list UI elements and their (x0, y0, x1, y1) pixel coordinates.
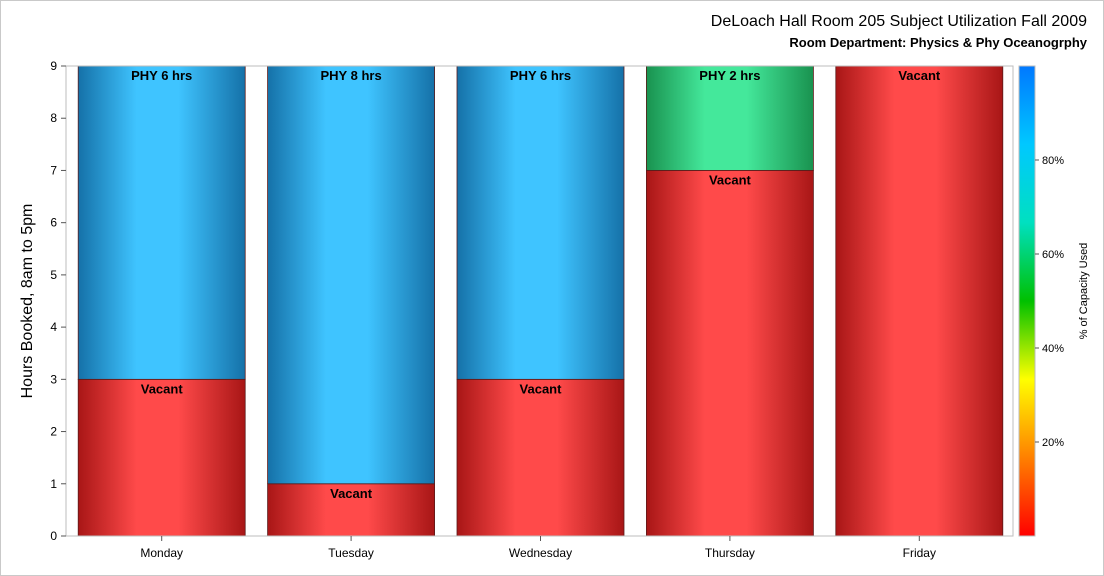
segment-label: Vacant (520, 381, 563, 396)
segment-label: Vacant (709, 172, 752, 187)
segment-label: PHY 8 hrs (321, 68, 382, 83)
y-tick-label: 4 (50, 320, 57, 334)
y-tick-label: 1 (50, 477, 57, 491)
segment-label: PHY 6 hrs (131, 68, 192, 83)
colorbar-tick-label: 80% (1042, 155, 1064, 167)
y-tick-label: 9 (50, 59, 57, 73)
segment-label: Vacant (330, 486, 373, 501)
segment-label: Vacant (898, 68, 941, 83)
chart-title: DeLoach Hall Room 205 Subject Utilizatio… (710, 13, 1087, 30)
segment-label: Vacant (141, 381, 184, 396)
chart-subtitle: Room Department: Physics & Phy Oceanogrp… (789, 35, 1087, 50)
y-tick-label: 3 (50, 372, 57, 386)
bar-segment-wednesday-1 (456, 378, 625, 537)
y-tick-label: 2 (50, 425, 57, 439)
y-axis-label: Hours Booked, 8am to 5pm (19, 204, 36, 399)
x-tick-label: Tuesday (328, 546, 374, 560)
bar-segment-thursday-2 (646, 65, 814, 171)
colorbar: 20% 40% 60% 80% % of Capacity Used (1018, 65, 1090, 537)
bar-segment-tuesday-2 (267, 65, 436, 485)
bar-segment-tuesday-1 (267, 483, 436, 537)
segment-label: PHY 6 hrs (510, 68, 571, 83)
colorbar-tick-label: 20% (1042, 437, 1064, 449)
colorbar-title: % of Capacity Used (1078, 243, 1090, 340)
y-tick-label: 8 (50, 111, 57, 125)
y-tick-label: 0 (50, 529, 57, 543)
plot-area (65, 65, 1014, 537)
x-tick-label: Monday (140, 546, 183, 560)
colorbar-gradient (1018, 65, 1036, 537)
segment-label: PHY 2 hrs (699, 68, 760, 83)
y-tick-label: 7 (50, 163, 57, 177)
bar-segment-thursday-1 (646, 170, 814, 537)
colorbar-tick-label: 60% (1042, 249, 1064, 261)
y-tick-label: 6 (50, 216, 57, 230)
y-tick-label: 5 (50, 268, 57, 282)
bar-segment-monday-1 (77, 378, 246, 537)
axes-group: Monday Tuesday Wednesday Thursday Friday 0 1 2 3… (19, 59, 1014, 560)
segment-labels-group: Vacant PHY 6 hrs Vacant PHY 8 hrs Vacant PHY … (131, 68, 941, 501)
x-tick-label: Friday (903, 546, 936, 560)
bar-segment-friday-1 (835, 65, 1004, 537)
bar-segment-monday-2 (77, 65, 246, 380)
x-tick-label: Thursday (705, 546, 755, 560)
bar-segment-wednesday-2 (456, 65, 625, 380)
colorbar-tick-label: 40% (1042, 343, 1064, 355)
x-tick-label: Wednesday (509, 546, 572, 560)
bars-group (77, 65, 1004, 537)
